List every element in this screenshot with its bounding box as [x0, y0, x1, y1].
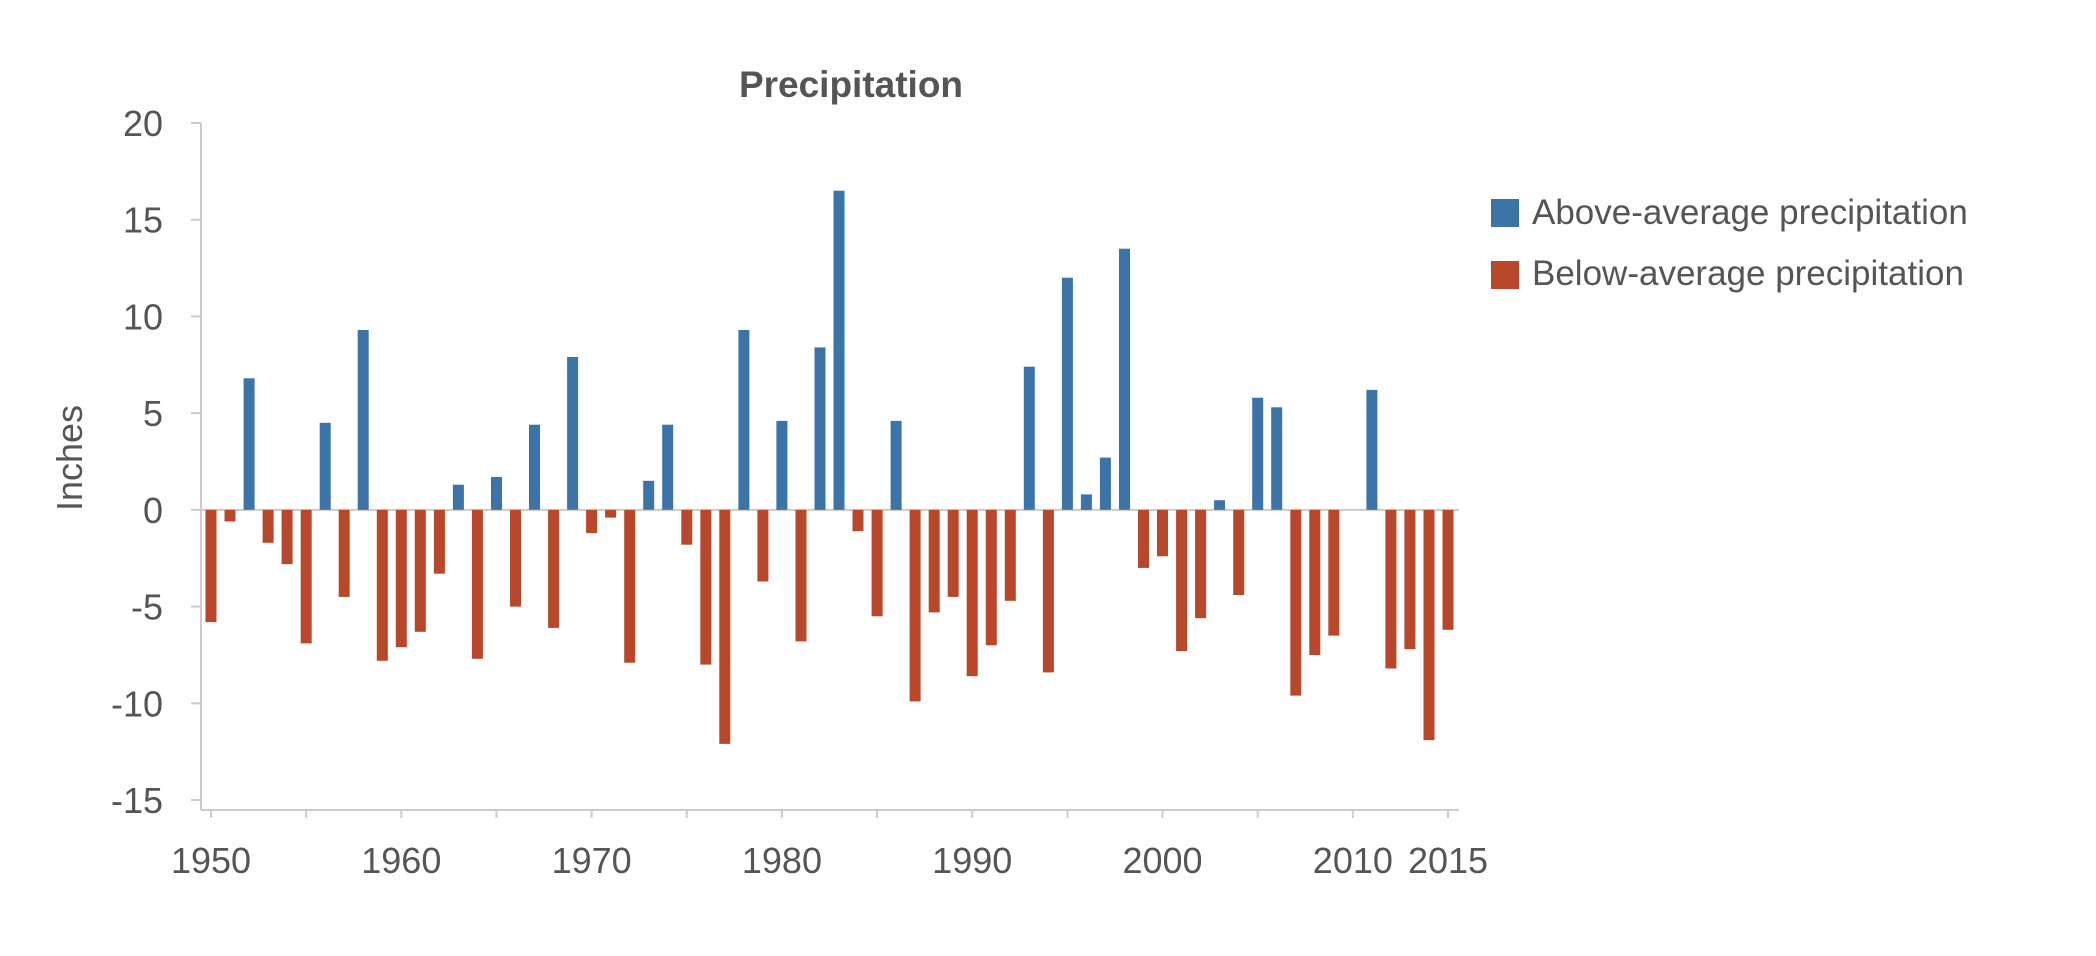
bar-above-average — [1252, 397, 1264, 510]
bar-below-average — [1138, 509, 1149, 568]
bar-below-average — [510, 509, 521, 607]
bar-above-average — [1214, 500, 1226, 510]
legend-item-below: Below-average precipitation — [1491, 254, 1964, 293]
y-tick-label: 5 — [143, 393, 163, 434]
bar-above-average — [319, 422, 331, 510]
x-tick-label: 2015 — [1408, 840, 1488, 881]
legend-label-above: Above-average precipitation — [1532, 193, 1968, 232]
x-tick-label: 1990 — [932, 840, 1012, 881]
legend-item-above: Above-average precipitation — [1491, 193, 1968, 232]
x-axis-ticks: 1950 1960 1970 1980 1990 2000 2010 2015 — [171, 810, 1488, 881]
bar-below-average — [624, 509, 636, 663]
chart-title: Precipitation — [739, 64, 963, 105]
y-tick-label: -10 — [111, 683, 163, 724]
bar-below-average — [1442, 509, 1454, 630]
bar-below-average — [205, 509, 217, 623]
x-tick-label: 2010 — [1313, 840, 1393, 881]
y-axis-ticks: 20 15 10 5 0 -5 -10 -15 — [111, 103, 201, 821]
bar-above-average — [1061, 277, 1073, 510]
bar-below-average — [300, 509, 312, 644]
legend: Above-average precipitation Below-averag… — [1491, 193, 1968, 293]
legend-swatch-above — [1491, 199, 1519, 227]
bar-below-average — [852, 509, 864, 532]
axes — [200, 123, 1459, 811]
bar-below-average — [1385, 509, 1397, 669]
bar-below-average — [376, 509, 388, 661]
bar-below-average — [757, 509, 769, 582]
bar-below-average — [1404, 509, 1416, 650]
bar-below-average — [1309, 509, 1321, 655]
bar-below-average — [224, 509, 236, 522]
bar-below-average — [1233, 509, 1245, 595]
bar-below-average — [1195, 509, 1207, 619]
bar-below-average — [414, 509, 426, 632]
bar-below-average — [928, 509, 940, 613]
y-tick-label: -5 — [131, 587, 163, 628]
bar-below-average — [1042, 509, 1054, 673]
bar-above-average — [1366, 389, 1378, 510]
bar-below-average — [395, 509, 407, 648]
x-tick-label: 1960 — [361, 840, 441, 881]
x-tick-label: 1970 — [552, 840, 632, 881]
bar-above-average — [567, 357, 579, 510]
legend-swatch-below — [1491, 261, 1519, 289]
bar-below-average — [1004, 509, 1016, 601]
bar-above-average — [357, 330, 369, 510]
y-tick-label: 0 — [143, 490, 163, 531]
bar-above-average — [1023, 366, 1035, 510]
bar-below-average — [548, 509, 560, 628]
bar-above-average — [833, 190, 845, 510]
y-tick-label: -15 — [111, 780, 163, 821]
bar-below-average — [281, 509, 293, 565]
bar-below-average — [471, 509, 483, 659]
y-tick-label: 15 — [123, 200, 163, 241]
bar-above-average — [662, 424, 674, 510]
bar-above-average — [1119, 248, 1130, 510]
bar-below-average — [1176, 509, 1188, 652]
bar-below-average — [700, 509, 712, 665]
y-tick-label: 20 — [123, 103, 163, 144]
bar-below-average — [795, 509, 807, 642]
bar-below-average — [1157, 509, 1168, 557]
bar-above-average — [776, 420, 788, 510]
bar-above-average — [738, 330, 750, 510]
bar-above-average — [643, 480, 655, 510]
bar-above-average — [529, 424, 540, 510]
bar-below-average — [909, 509, 921, 702]
legend-label-below: Below-average precipitation — [1532, 254, 1964, 293]
bar-below-average — [871, 509, 883, 617]
bar-above-average — [243, 378, 255, 510]
bar-below-average — [1423, 509, 1435, 741]
bar-below-average — [433, 509, 445, 574]
bar-above-average — [1099, 457, 1111, 510]
bar-below-average — [719, 509, 731, 744]
y-tick-label: 10 — [123, 296, 163, 337]
bar-below-average — [985, 509, 997, 646]
x-tick-label: 1950 — [171, 840, 251, 881]
bar-above-average — [814, 347, 826, 510]
x-tick-label: 1980 — [742, 840, 822, 881]
bar-below-average — [262, 509, 274, 543]
bar-below-average — [338, 509, 350, 597]
bar-above-average — [452, 484, 464, 510]
bar-above-average — [1271, 407, 1283, 510]
bar-below-average — [1290, 509, 1302, 696]
y-axis-label: Inches — [49, 405, 90, 511]
bars — [205, 190, 1454, 744]
bar-below-average — [1328, 509, 1340, 636]
bar-above-average — [491, 477, 502, 510]
bar-below-average — [947, 509, 959, 597]
bar-below-average — [586, 509, 598, 534]
bar-below-average — [681, 509, 693, 545]
x-tick-label: 2000 — [1122, 840, 1202, 881]
bar-below-average — [605, 509, 617, 518]
bar-above-average — [890, 420, 902, 510]
bar-above-average — [1080, 494, 1092, 510]
bar-below-average — [966, 509, 978, 677]
